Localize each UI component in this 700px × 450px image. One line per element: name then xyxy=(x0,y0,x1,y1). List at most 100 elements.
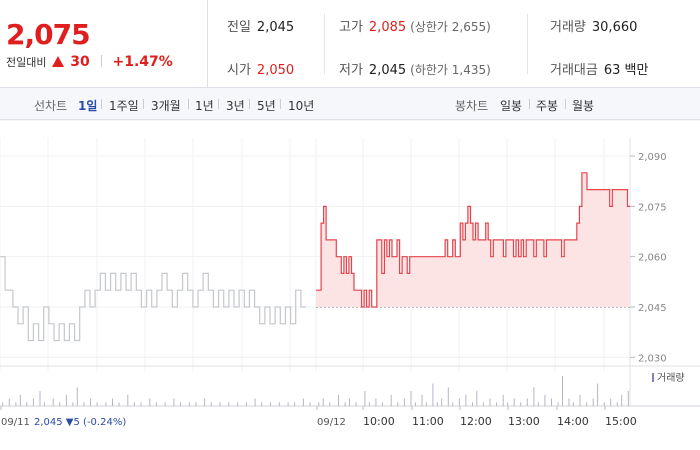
volume-bar xyxy=(261,402,263,407)
volume-bar xyxy=(368,402,370,407)
price-box: 2,075 전일대비 30 +1.47% xyxy=(0,0,208,88)
volume-bar xyxy=(472,402,473,407)
tab-1day[interactable]: 1일 xyxy=(78,99,98,113)
volume-label: 거래량 xyxy=(550,20,586,35)
volume-bar xyxy=(90,398,91,406)
volume-bar xyxy=(537,402,539,407)
change-line: 전일대비 30 +1.47% xyxy=(6,54,173,70)
price-chart[interactable]: 2,030 2,045 2,060 2,075 2,090 거래량 09/11 09/12 10… xyxy=(0,120,700,450)
tab-3month[interactable]: 3개월 xyxy=(151,99,181,113)
prev-day-change-label: 2,045 ▼5 (-0.24%) xyxy=(34,417,126,428)
open-label: 시가 xyxy=(227,63,251,78)
y-tick-label: 2,090 xyxy=(638,152,667,163)
y-tick-label: 2,045 xyxy=(638,303,667,314)
volume-bar xyxy=(76,387,78,407)
volume-bar xyxy=(403,398,405,406)
lower-limit: (하한가 1,435) xyxy=(410,63,491,77)
tab-10year[interactable]: 10년 xyxy=(288,99,315,113)
volume-bar xyxy=(210,402,212,407)
y-tick-label: 2,030 xyxy=(638,353,667,364)
candle-chart-title: 봉차트 xyxy=(455,99,489,113)
volume-legend-label: 거래량 xyxy=(657,372,685,384)
stat-low: 저가 2,045 (하한가 1,435) xyxy=(339,59,491,78)
volume-bar xyxy=(489,398,491,406)
change-percent: +1.47% xyxy=(112,54,173,70)
volume-bar xyxy=(520,402,522,407)
volume-bar xyxy=(579,394,581,407)
volume-bar xyxy=(482,402,484,407)
x-tick-label: 10:00 xyxy=(363,415,395,428)
tab-daily-candle[interactable]: 일봉 xyxy=(500,99,523,113)
volume-bar xyxy=(568,398,570,406)
volume-bar xyxy=(616,402,618,407)
tab-1week[interactable]: 1주일 xyxy=(109,99,139,113)
stat-open: 시가 2,050 xyxy=(227,59,294,78)
volume-bar xyxy=(278,402,280,407)
tab-1year[interactable]: 1년 xyxy=(195,99,214,113)
open-value: 2,050 xyxy=(256,63,295,78)
volume-bar xyxy=(603,402,605,407)
tab-5year[interactable]: 5년 xyxy=(257,99,276,113)
y-tick-label: 2,075 xyxy=(638,202,667,213)
line-chart-title: 선차트 xyxy=(34,99,68,113)
volume-bar xyxy=(26,402,28,407)
volume-bar xyxy=(513,398,515,406)
low-value: 2,045 xyxy=(368,63,407,78)
volume-bar xyxy=(52,398,54,406)
x-tick-label: 14:00 xyxy=(557,415,589,428)
volume-bar xyxy=(597,383,599,406)
tab-monthly-candle[interactable]: 월봉 xyxy=(572,99,595,113)
volume-bar xyxy=(8,398,10,406)
tab-3year[interactable]: 3년 xyxy=(226,99,245,113)
volume-bar xyxy=(447,387,449,407)
volume-bar xyxy=(204,398,206,406)
tab-divider xyxy=(565,99,566,109)
volume-bar xyxy=(140,402,142,407)
volume-bar xyxy=(496,402,498,407)
volume-bar xyxy=(476,391,478,406)
x-tick-label: 15:00 xyxy=(605,415,637,428)
volume-bar xyxy=(118,402,120,407)
change-label: 전일대비 xyxy=(6,56,47,69)
volume-bar xyxy=(188,402,190,407)
volume-bars xyxy=(2,376,629,407)
stat-high: 고가 2,085 (상한가 2,655) xyxy=(339,16,491,35)
high-label: 고가 xyxy=(339,20,363,35)
chart-tab-bar: 선차트 1일 1주일 3개월 1년 3년 5년 10년 봉차트 일봉 주봉 월봉 xyxy=(0,88,700,120)
stat-prev-close: 전일 2,045 xyxy=(227,16,294,35)
up-triangle-icon xyxy=(52,56,65,67)
volume-bar xyxy=(112,398,113,406)
price-lines xyxy=(0,172,630,342)
volume-bar xyxy=(436,402,438,407)
volume-bar xyxy=(96,402,98,407)
volume-bar xyxy=(15,402,17,407)
tab-weekly-candle[interactable]: 주봉 xyxy=(536,99,559,113)
volume-legend-swatch xyxy=(652,373,654,382)
volume-bar xyxy=(164,402,166,407)
tab-divider xyxy=(249,99,250,109)
volume-bar xyxy=(526,398,528,406)
today-series-line xyxy=(316,172,630,308)
volume-bar xyxy=(83,402,85,407)
x-tick-label: 11:00 xyxy=(412,415,444,428)
amount-label: 거래대금 xyxy=(550,63,598,78)
prev-day-series-line xyxy=(0,256,306,342)
volume-bar xyxy=(228,402,230,407)
volume-bar xyxy=(458,398,460,406)
volume-bar xyxy=(349,398,350,406)
volume-bar xyxy=(254,398,256,406)
volume-bar xyxy=(572,402,574,407)
volume-bar xyxy=(432,383,434,406)
volume-bar xyxy=(544,394,546,407)
volume-bar xyxy=(2,402,4,407)
divider xyxy=(324,14,325,74)
volume-bar xyxy=(72,402,74,407)
volume-bar xyxy=(219,402,221,407)
change-value: 30 xyxy=(70,54,90,70)
low-label: 저가 xyxy=(339,63,363,78)
volume-bar xyxy=(32,398,34,406)
volume-bar xyxy=(173,398,175,406)
volume-bar xyxy=(397,402,399,407)
tab-divider xyxy=(218,99,219,109)
current-price: 2,075 xyxy=(6,18,91,51)
